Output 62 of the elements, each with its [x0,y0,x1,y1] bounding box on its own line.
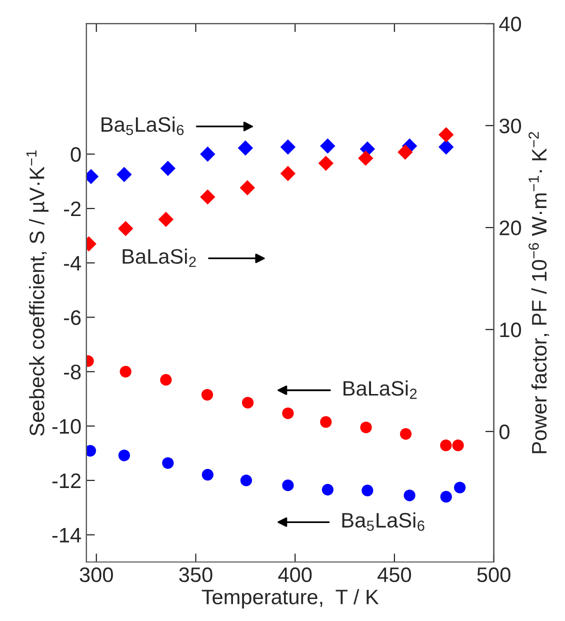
x-tick-label: 350 [179,567,212,582]
point [440,490,452,503]
y-tick-label: 0 [70,147,81,162]
point [320,138,336,154]
point [280,166,296,182]
y2-tick-label: 10 [500,322,522,338]
x-tick-label: 400 [278,567,312,582]
point [282,407,294,420]
point [282,480,294,492]
point [201,388,214,401]
y2-tick-label: 40 [499,16,522,32]
y-tick-label: -14 [52,528,81,542]
y-tick-label: -10 [52,419,81,434]
y2-tick-label: 20 [500,220,522,236]
point [360,422,372,434]
point [398,144,413,160]
point [118,220,134,236]
point [400,428,412,440]
point [200,189,216,205]
annotation: BaLaSi$_{2}$ [344,380,417,399]
point [162,457,174,469]
point [120,366,132,378]
point [202,468,214,481]
point [440,440,452,452]
x-axis-title: Temperature, T / K [202,589,379,608]
point [158,212,174,227]
point [280,139,296,155]
point [238,140,254,156]
point [438,127,454,142]
point [240,180,256,196]
y-tick-label: -4 [64,256,81,270]
y-tick-label: -8 [64,364,81,380]
x-tick-label: 450 [378,567,412,582]
point [438,139,454,155]
point [320,416,332,428]
point [86,444,96,457]
y-axis-title: Seebeck coefficient, S / µV·K$^{−1}$ [26,150,48,436]
point [452,440,464,452]
y2-axis-title: Power factor, PF / 10$^{−6}$ W·m$^{−1}$· K$^{−2}$ [528,132,550,454]
point [358,150,374,166]
y2-tick-label: 0 [499,424,510,440]
point [322,484,334,496]
point [240,474,252,486]
annotation: Ba$_{5}$LaSi$_{6}$ [342,512,424,531]
point [404,490,416,502]
point [318,156,334,171]
annotation: Ba$_{5}$LaSi$_{6}$ [102,116,184,136]
point [242,396,254,408]
y2-tick-label: 30 [499,118,522,134]
y-tick-label: -12 [52,473,81,488]
point [200,146,216,162]
annotation: BaLaSi$_{2}$ [122,248,196,267]
point [160,160,176,176]
point [116,166,132,182]
x-tick-label: 300 [80,567,113,582]
y-tick-label: -2 [64,202,81,216]
point [362,484,374,496]
point [118,450,130,462]
y-tick-label: -6 [64,310,81,326]
point [454,482,466,494]
x-tick-label: 500 [477,567,510,582]
point [160,374,172,386]
